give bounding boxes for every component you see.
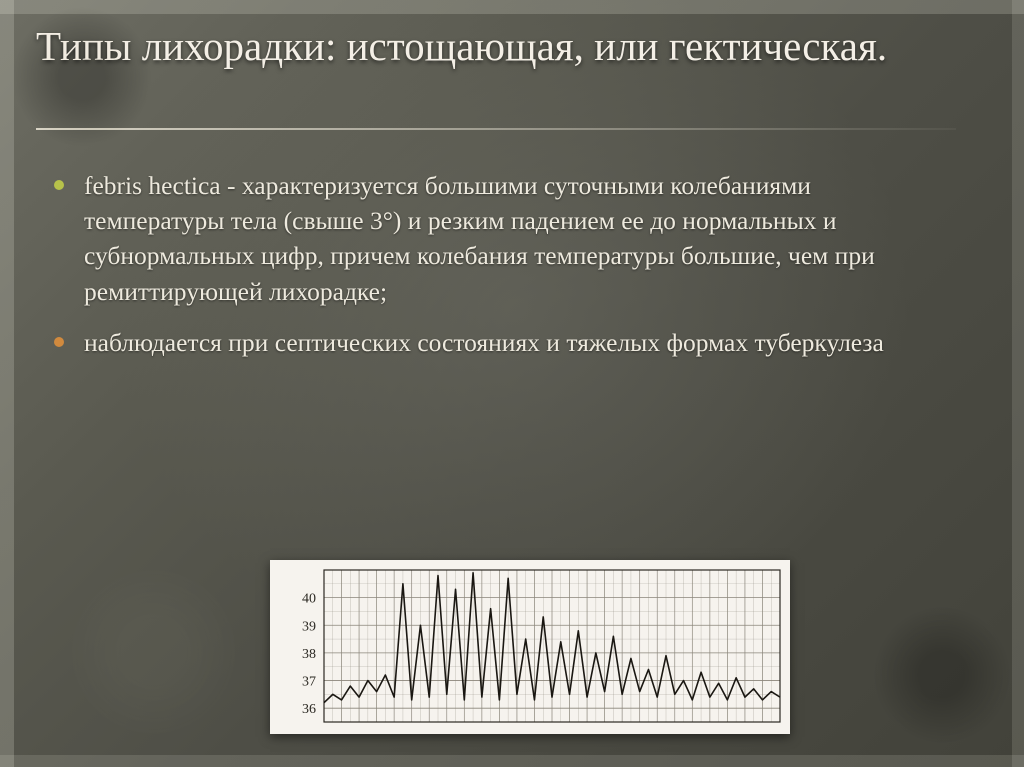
svg-text:38: 38	[302, 647, 316, 662]
bullet-list: febris hectica - характеризуется большим…	[54, 168, 954, 360]
list-item: наблюдается при септических состояниях и…	[54, 325, 954, 360]
slide: Типы лихорадки: истощающая, или гектичес…	[0, 0, 1024, 767]
svg-text:37: 37	[302, 675, 316, 690]
svg-text:40: 40	[302, 592, 316, 607]
bullet-icon	[54, 337, 64, 347]
chart-svg: 36 37 38 39 40	[270, 560, 790, 734]
temperature-chart: 36 37 38 39 40	[270, 560, 790, 734]
list-item-text: наблюдается при септических состояниях и…	[84, 328, 884, 357]
slide-body: febris hectica - характеризуется большим…	[54, 168, 954, 376]
bullet-icon	[54, 180, 64, 190]
svg-text:39: 39	[302, 619, 316, 634]
svg-text:36: 36	[302, 702, 316, 717]
list-item: febris hectica - характеризуется большим…	[54, 168, 954, 309]
list-item-text: febris hectica - характеризуется большим…	[84, 171, 875, 306]
slide-title: Типы лихорадки: истощающая, или гектичес…	[36, 22, 984, 70]
title-underline	[36, 128, 956, 130]
